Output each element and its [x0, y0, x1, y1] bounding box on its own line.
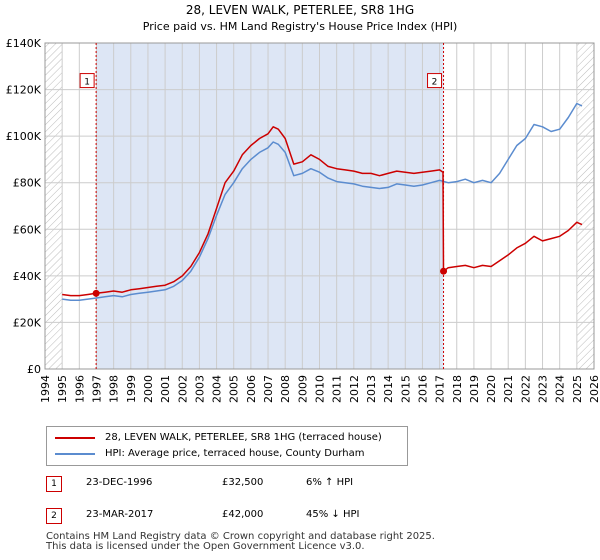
x-tick-label: 2016 [416, 375, 429, 403]
x-tick-label: 2001 [159, 375, 172, 403]
legend-swatch-price [55, 437, 95, 439]
sale-date: 23-MAR-2017 [86, 509, 154, 520]
x-tick-label: 2015 [399, 375, 412, 403]
sale-marker-box [79, 73, 95, 89]
sale-point [92, 289, 100, 297]
sale-marker-badge: 2 [46, 508, 62, 524]
x-tick-label: 2022 [519, 375, 532, 403]
x-tick-label: 2021 [502, 375, 515, 403]
footer: Contains HM Land Registry data © Crown c… [46, 532, 435, 552]
x-tick-label: 2024 [554, 375, 567, 403]
sale-row-2: 2 23-MAR-2017 £42,000 45% ↓ HPI [46, 508, 566, 528]
x-tick-label: 2014 [382, 375, 395, 403]
sale-row-1: 1 23-DEC-1996 £32,500 6% ↑ HPI [46, 476, 566, 496]
x-tick-label: 2025 [571, 375, 584, 403]
hpi-line [62, 102, 583, 302]
y-tick-label: £40K [13, 270, 42, 283]
sale-price: £32,500 [222, 477, 264, 488]
hatched-region-2 [576, 43, 594, 369]
x-tick-label: 2012 [348, 375, 361, 403]
hatched-region-1 [45, 43, 63, 369]
x-tick-label: 2005 [228, 375, 241, 403]
sale-price: £42,000 [222, 509, 264, 520]
sale-marker-badge: 1 [46, 476, 62, 492]
sale-hpi-diff: 45% ↓ HPI [306, 509, 360, 520]
chart-title: 28, LEVEN WALK, PETERLEE, SR8 1HG [186, 3, 414, 17]
x-tick-label: 2011 [331, 375, 344, 403]
legend: 28, LEVEN WALK, PETERLEE, SR8 1HG (terra… [46, 426, 408, 466]
price-paid-line [62, 126, 583, 297]
y-tick-label: £20K [13, 316, 42, 329]
ownership-shade [96, 43, 444, 369]
sale-hpi-diff: 6% ↑ HPI [306, 477, 354, 488]
sale-marker-box [427, 73, 443, 89]
price-chart: 28, LEVEN WALK, PETERLEE, SR8 1HG Price … [6, 3, 600, 403]
sale-marker-label: 1 [84, 78, 90, 88]
y-tick-label: £0 [27, 363, 41, 376]
x-tick-label: 1994 [39, 375, 52, 403]
y-tick-label: £80K [13, 177, 42, 190]
x-tick-label: 1998 [108, 375, 121, 403]
x-tick-label: 1999 [125, 375, 138, 403]
x-tick-label: 2008 [279, 375, 292, 403]
footer-line-1: Contains HM Land Registry data © Crown c… [46, 531, 435, 542]
footer-line-2: This data is licensed under the Open Gov… [46, 541, 365, 552]
x-tick-label: 2006 [245, 375, 258, 403]
x-tick-label: 2000 [142, 375, 155, 403]
x-tick-label: 2003 [193, 375, 206, 403]
y-tick-label: £140K [6, 37, 42, 50]
x-tick-label: 2026 [588, 375, 600, 403]
x-tick-label: 2020 [485, 375, 498, 403]
x-tick-label: 2013 [365, 375, 378, 403]
sale-marker-label: 2 [432, 78, 438, 88]
x-tick-label: 2009 [296, 375, 309, 403]
x-tick-label: 2017 [434, 375, 447, 403]
x-tick-label: 1997 [90, 375, 103, 403]
x-tick-label: 1995 [56, 375, 69, 403]
x-tick-label: 2010 [314, 375, 327, 403]
x-tick-label: 2019 [468, 375, 481, 403]
sale-point [440, 267, 448, 275]
plot-frame [44, 42, 595, 370]
legend-label-hpi: HPI: Average price, terraced house, Coun… [105, 448, 365, 459]
x-tick-label: 1996 [73, 375, 86, 403]
y-tick-label: £120K [6, 84, 42, 97]
x-tick-label: 2018 [451, 375, 464, 403]
legend-swatch-hpi [55, 453, 95, 455]
x-tick-label: 2007 [262, 375, 275, 403]
legend-label-price: 28, LEVEN WALK, PETERLEE, SR8 1HG (terra… [105, 432, 382, 443]
x-tick-label: 2023 [537, 375, 550, 403]
y-tick-label: £100K [6, 130, 42, 143]
sale-date: 23-DEC-1996 [86, 477, 153, 488]
y-tick-label: £60K [13, 223, 42, 236]
chart-subtitle: Price paid vs. HM Land Registry's House … [143, 20, 458, 33]
x-tick-label: 2002 [176, 375, 189, 403]
x-tick-label: 2004 [211, 375, 224, 403]
